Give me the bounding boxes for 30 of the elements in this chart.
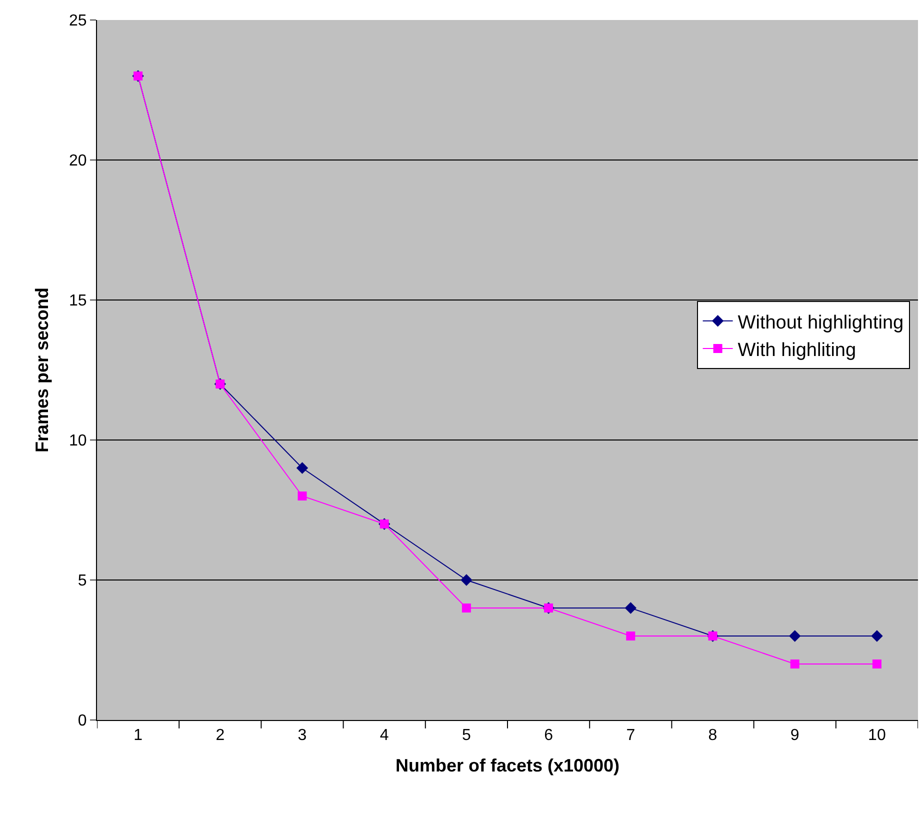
x-tick-label: 1 — [134, 727, 143, 744]
x-tick-label: 6 — [544, 727, 554, 744]
point — [624, 602, 636, 614]
point — [872, 660, 882, 668]
y-tick-label: 5 — [78, 572, 87, 590]
x-tick-label: 7 — [626, 727, 636, 744]
x-tick-label: 5 — [462, 727, 471, 744]
point — [298, 492, 307, 500]
x-tick-label: 4 — [380, 727, 389, 744]
x-tick-label: 10 — [868, 727, 886, 744]
x-axis-title: Number of facets (x10000) — [395, 755, 620, 776]
legend-label: Without highlighting — [738, 312, 904, 334]
point — [871, 630, 883, 642]
x-tick-label: 3 — [298, 727, 307, 744]
x-tick-label: 8 — [708, 727, 718, 744]
point — [789, 630, 801, 642]
point — [296, 462, 308, 474]
y-tick-label: 10 — [69, 432, 87, 450]
legend-label: With highliting — [738, 340, 856, 361]
point — [790, 660, 800, 668]
point — [462, 604, 471, 612]
y-axis-title: Frames per second — [32, 287, 52, 453]
x-tick-label: 2 — [216, 727, 225, 744]
y-tick-label: 25 — [69, 12, 87, 30]
y-tick-label: 15 — [69, 292, 87, 310]
y-tick-label: 20 — [69, 152, 87, 170]
y-tick-label: 0 — [78, 712, 87, 730]
point — [460, 574, 472, 586]
point — [626, 632, 636, 640]
x-tick-label: 9 — [790, 727, 800, 744]
